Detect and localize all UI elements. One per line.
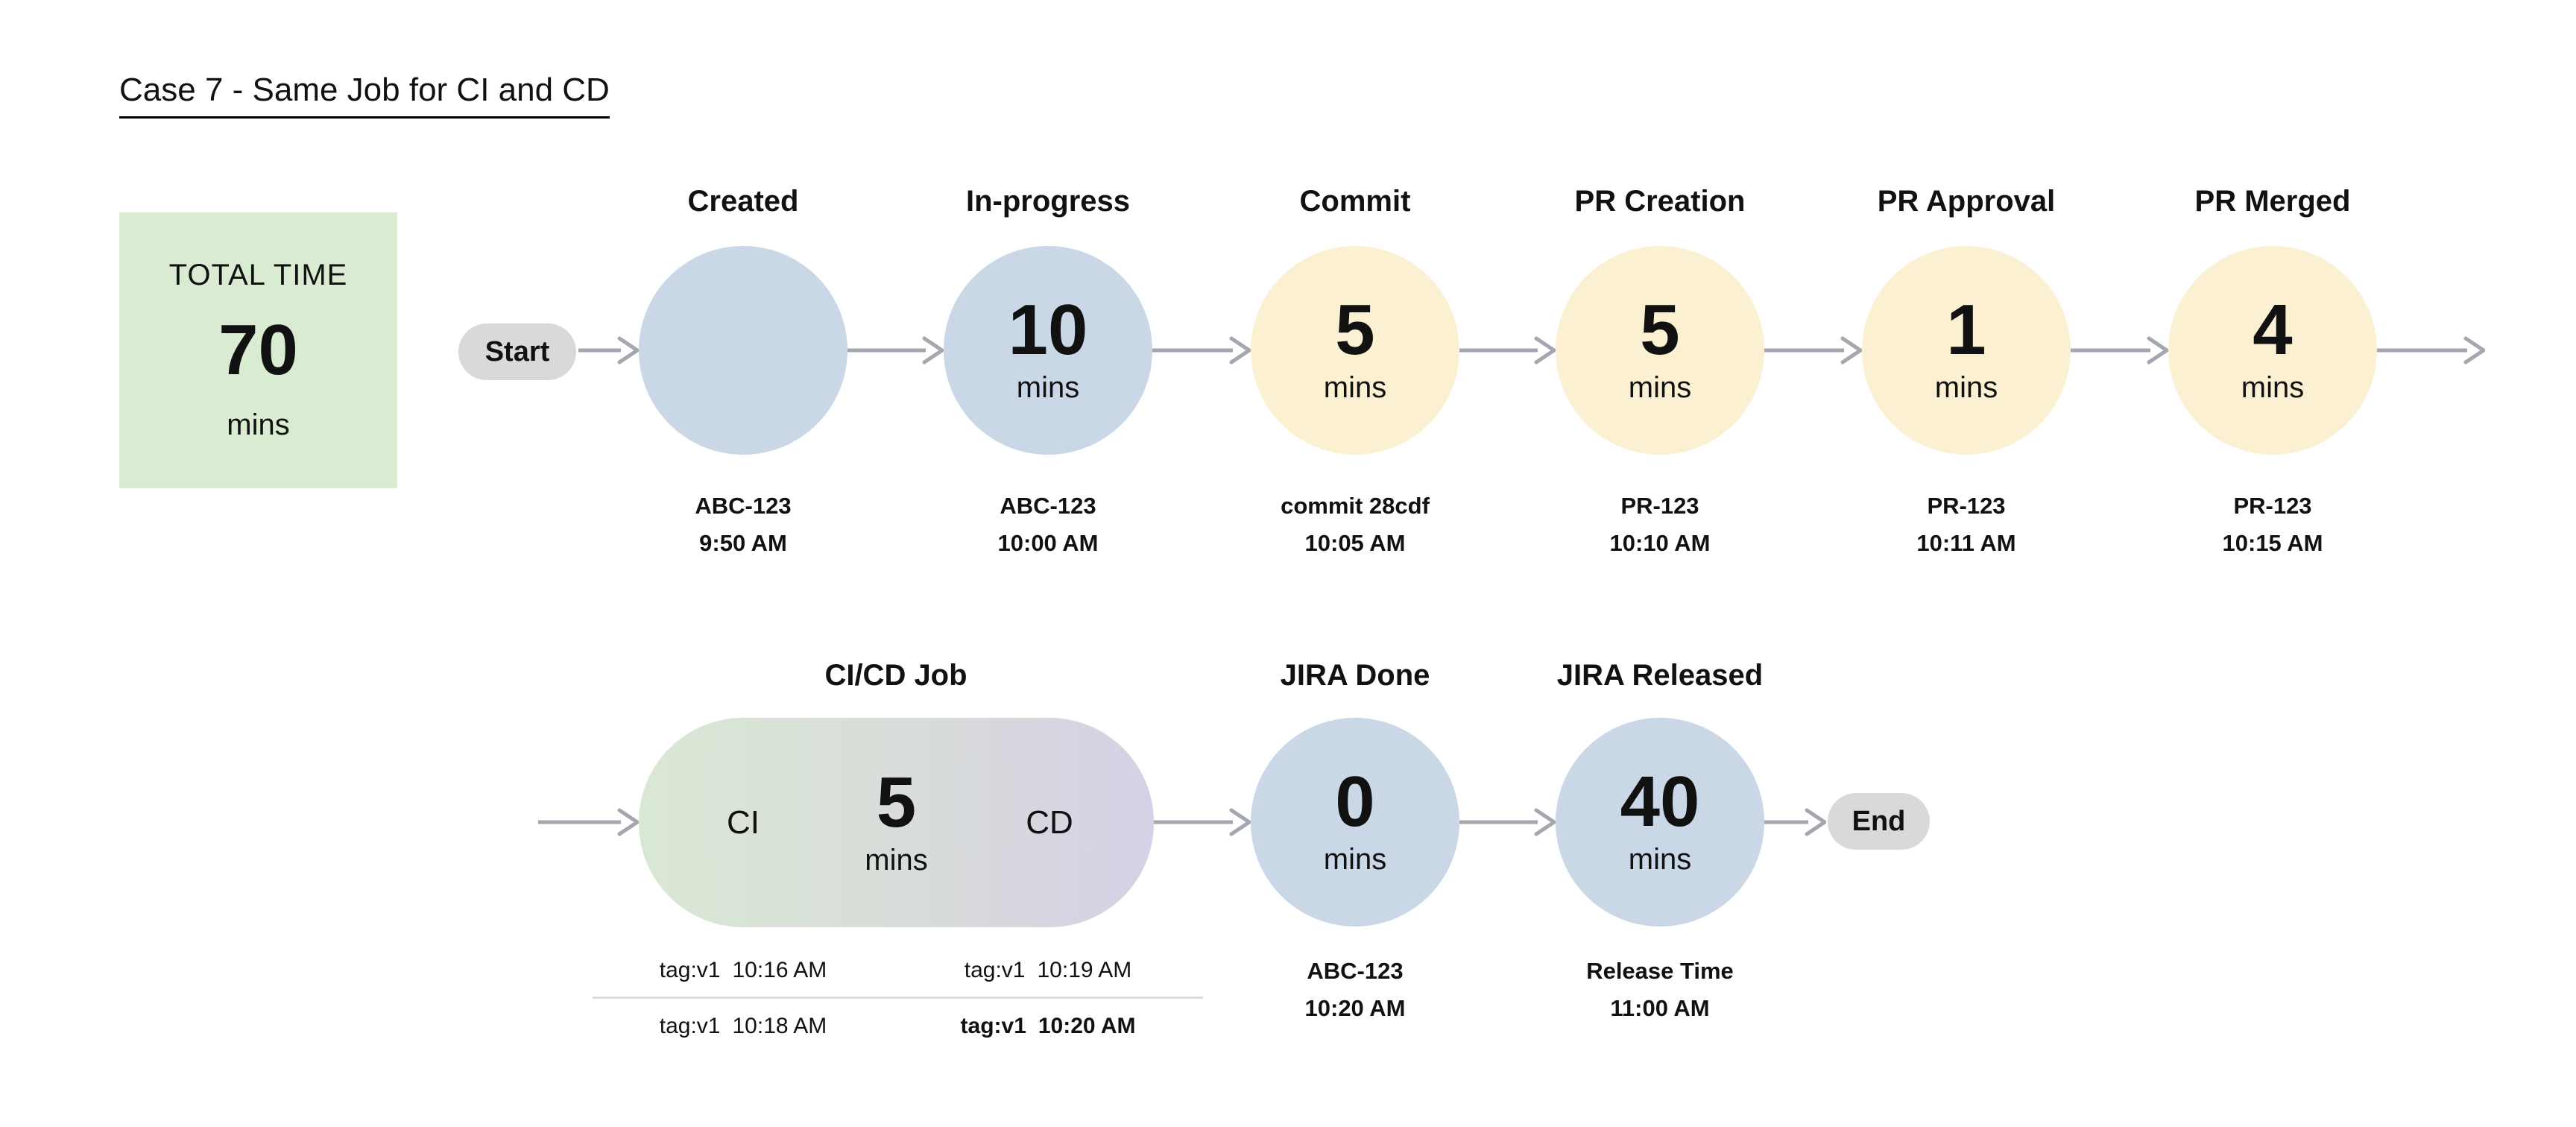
ci-label: CI: [727, 804, 760, 841]
arrow-right-icon: [847, 336, 944, 364]
stage-time: 10:15 AM: [2222, 530, 2323, 556]
tag-name: tag:v1: [659, 1014, 721, 1038]
stage-unit: mins: [1016, 371, 1080, 404]
stage-label-jira-done: ABC-123 10:20 AM: [1206, 958, 1504, 1022]
cicd-job-duration: 5 mins: [639, 718, 1154, 927]
tag-time: 10:16 AM: [732, 958, 827, 982]
total-time-unit: mins: [227, 408, 290, 441]
tag-time: 10:19 AM: [1037, 958, 1132, 982]
arrow-right-icon: [1459, 808, 1556, 836]
stage-time: 9:50 AM: [699, 530, 787, 556]
stage-unit: mins: [865, 843, 928, 877]
stage-ref: ABC-123: [695, 493, 792, 519]
stage-label-pr-approval: PR-123 10:11 AM: [1817, 493, 2115, 557]
tag-entry-cd-end: tag:v1 10:20 AM: [899, 1014, 1197, 1039]
stage-unit: mins: [1628, 371, 1692, 404]
stage-time: 10:10 AM: [1609, 530, 1711, 556]
stage-circle-jira-done: 0 mins: [1251, 718, 1459, 926]
stage-label-pr-merged: PR-123 10:15 AM: [2124, 493, 2422, 557]
stage-time: 10:11 AM: [1916, 530, 2016, 556]
tag-name: tag:v1: [964, 958, 1026, 982]
start-pill: Start: [458, 323, 576, 380]
tag-entry-cd-start: tag:v1 10:19 AM: [899, 958, 1197, 983]
stage-title-pr-merged: PR Merged: [2194, 185, 2351, 218]
tag-name: tag:v1: [960, 1014, 1026, 1038]
tag-time: 10:20 AM: [1038, 1014, 1136, 1038]
stage-circle-pr-merged: 4 mins: [2168, 246, 2377, 455]
stage-ref: PR-123: [2233, 493, 2312, 519]
arrow-right-icon: [578, 336, 639, 364]
total-time-label: TOTAL TIME: [168, 259, 348, 291]
tag-name: tag:v1: [659, 958, 721, 982]
end-pill-label: End: [1852, 805, 1906, 837]
stage-circle-in-progress: 10 mins: [944, 246, 1152, 455]
stage-circle-pr-approval: 1 mins: [1862, 246, 2071, 455]
stage-ref: Release Time: [1586, 958, 1734, 984]
tag-time: 10:18 AM: [732, 1014, 827, 1038]
arrow-right-icon: [2071, 336, 2168, 364]
stage-ref: ABC-123: [1307, 958, 1404, 984]
stage-title-cicd-job: CI/CD Job: [824, 659, 967, 692]
stage-title-pr-creation: PR Creation: [1574, 185, 1746, 218]
stage-value: 10: [1008, 290, 1088, 370]
cd-label: CD: [1026, 804, 1073, 841]
stage-unit: mins: [1323, 843, 1387, 876]
stage-time: 10:00 AM: [997, 530, 1099, 556]
stage-label-commit: commit 28cdf 10:05 AM: [1206, 493, 1504, 557]
arrow-right-icon: [538, 808, 639, 836]
arrow-right-icon: [1154, 808, 1251, 836]
start-pill-label: Start: [484, 335, 550, 367]
stage-time: 10:20 AM: [1304, 995, 1406, 1021]
arrow-right-icon: [2377, 336, 2485, 364]
arrow-right-icon: [1764, 808, 1826, 836]
stage-value: 4: [2253, 290, 2293, 370]
total-time-value: 70: [218, 310, 298, 390]
stage-unit: mins: [1323, 371, 1387, 404]
stage-label-created: ABC-123 9:50 AM: [594, 493, 892, 557]
stage-circle-jira-released: 40 mins: [1556, 718, 1764, 926]
stage-ref: commit 28cdf: [1281, 493, 1430, 519]
stage-title-jira-done: JIRA Done: [1280, 659, 1430, 692]
stage-ref: PR-123: [1620, 493, 1699, 519]
stage-value: 5: [876, 762, 917, 842]
tag-entry-ci-start: tag:v1 10:16 AM: [594, 958, 892, 983]
stage-value: 5: [1335, 290, 1375, 370]
stage-circle-created: [639, 246, 847, 455]
tag-entry-ci-end: tag:v1 10:18 AM: [594, 1014, 892, 1039]
stage-time: 10:05 AM: [1304, 530, 1406, 556]
stage-value: 0: [1335, 762, 1375, 842]
stage-title-jira-released: JIRA Released: [1556, 659, 1764, 692]
cicd-job-pill: CI 5 mins CD: [639, 718, 1154, 927]
stage-title-created: Created: [687, 185, 799, 218]
stage-ref: ABC-123: [1000, 493, 1096, 519]
stage-title-in-progress: In-progress: [965, 185, 1131, 218]
stage-label-in-progress: ABC-123 10:00 AM: [899, 493, 1197, 557]
stage-value: 5: [1640, 290, 1680, 370]
page-title: Case 7 - Same Job for CI and CD: [119, 72, 610, 119]
stage-circle-commit: 5 mins: [1251, 246, 1459, 455]
stage-unit: mins: [1934, 371, 1998, 404]
stage-unit: mins: [1628, 843, 1692, 876]
tag-rows-divider: [593, 997, 1203, 999]
stage-unit: mins: [2241, 371, 2305, 404]
stage-value: 40: [1620, 762, 1700, 842]
end-pill: End: [1828, 793, 1930, 850]
stage-value: 1: [1946, 290, 1986, 370]
stage-label-pr-creation: PR-123 10:10 AM: [1511, 493, 1809, 557]
stage-title-commit: Commit: [1299, 185, 1411, 218]
stage-circle-pr-creation: 5 mins: [1556, 246, 1764, 455]
stage-title-pr-approval: PR Approval: [1877, 185, 2056, 218]
arrow-right-icon: [1764, 336, 1862, 364]
arrow-right-icon: [1152, 336, 1251, 364]
arrow-right-icon: [1459, 336, 1556, 364]
total-time-card: TOTAL TIME 70 mins: [119, 212, 397, 488]
stage-ref: PR-123: [1927, 493, 2006, 519]
stage-time: 11:00 AM: [1610, 995, 1710, 1021]
stage-label-jira-released: Release Time 11:00 AM: [1511, 958, 1809, 1022]
